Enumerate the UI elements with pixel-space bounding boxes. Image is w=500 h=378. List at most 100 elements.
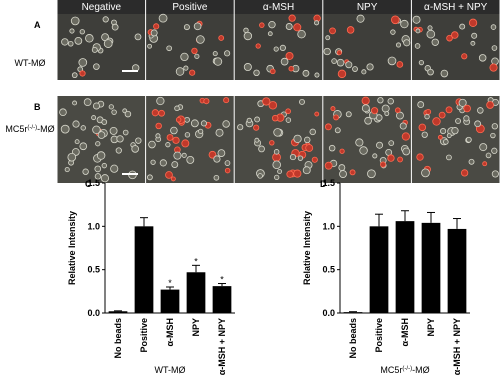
cell — [122, 129, 129, 136]
cell — [124, 110, 132, 118]
cell — [297, 155, 304, 161]
cell — [181, 152, 187, 158]
cell — [431, 38, 439, 46]
cell — [396, 111, 404, 120]
cell — [491, 45, 498, 51]
cell — [198, 128, 204, 134]
panel-letter: D — [320, 179, 327, 189]
cell — [334, 127, 341, 134]
cell — [69, 28, 75, 34]
header-bg — [234, 0, 323, 14]
y-axis-label: Relative Intensity — [302, 211, 312, 285]
cell — [100, 174, 109, 183]
cell — [166, 134, 174, 141]
cell — [293, 169, 302, 178]
cell — [267, 31, 273, 37]
cell — [491, 123, 498, 130]
cell — [150, 159, 156, 165]
cell — [427, 25, 433, 31]
cell — [401, 132, 410, 141]
cell — [461, 169, 469, 177]
cell — [237, 124, 244, 131]
micrograph — [323, 14, 411, 80]
column-header: α-MSH — [263, 2, 294, 13]
error-bar — [427, 211, 435, 223]
error-bar — [218, 283, 226, 287]
header-bg — [411, 0, 500, 14]
cell — [279, 44, 286, 52]
cell — [224, 167, 231, 174]
y-tick-label: 1.5 — [87, 178, 100, 188]
cell — [184, 132, 191, 138]
x-tick-label: Positive — [374, 318, 384, 353]
cell — [366, 63, 374, 71]
cell — [286, 170, 294, 178]
cell — [213, 174, 220, 181]
header-bg — [146, 0, 234, 14]
cell — [390, 29, 396, 35]
cell — [425, 108, 432, 115]
bar — [186, 272, 206, 313]
cell — [288, 14, 296, 22]
cell — [155, 133, 161, 139]
x-tick-label: NPY — [191, 318, 201, 337]
cell — [80, 125, 86, 131]
cell — [311, 156, 318, 163]
y-tick-label: 0.0 — [322, 308, 335, 318]
cell — [395, 42, 402, 48]
cell — [490, 24, 497, 30]
cell — [478, 54, 487, 62]
cell — [324, 161, 333, 170]
cell — [432, 117, 441, 126]
cell — [170, 176, 176, 182]
cell — [186, 155, 195, 164]
row-label-base: MC5r — [5, 124, 27, 134]
cell — [255, 43, 261, 49]
error-bar — [192, 264, 200, 273]
cell — [403, 39, 411, 47]
cell — [165, 142, 171, 148]
cell — [183, 24, 190, 31]
cell — [96, 151, 106, 160]
cell — [396, 61, 404, 68]
cell — [101, 119, 108, 125]
cell — [359, 146, 368, 155]
bar — [212, 286, 232, 313]
cell — [218, 35, 225, 41]
panel-letter: A — [34, 20, 41, 30]
cell — [155, 122, 162, 130]
cell — [490, 132, 496, 139]
cell — [95, 141, 101, 147]
significance-marker: * — [194, 256, 198, 266]
y-tick-label: 1.0 — [322, 221, 335, 231]
cell — [243, 31, 253, 41]
row-label-sup: (-/-) — [27, 125, 37, 131]
cell — [213, 155, 221, 163]
cell — [349, 169, 356, 176]
cell — [253, 69, 260, 77]
cell — [83, 98, 92, 107]
cell — [463, 104, 471, 113]
cell — [200, 120, 208, 127]
cell — [455, 118, 462, 125]
cell — [156, 96, 165, 106]
cell — [328, 144, 336, 152]
cell — [184, 116, 190, 123]
cell — [271, 114, 279, 122]
cell — [175, 117, 182, 123]
cell — [59, 108, 67, 116]
cell — [273, 46, 279, 52]
cell — [166, 45, 172, 52]
cell — [92, 125, 101, 135]
cell — [418, 59, 425, 66]
cell — [102, 16, 109, 23]
x-tick-label: Positive — [139, 318, 149, 353]
error-bar — [375, 213, 383, 227]
error-bar — [140, 217, 148, 227]
x-tick-label: α-MSH — [165, 318, 175, 347]
cell — [380, 161, 387, 168]
panel-letter: B — [34, 102, 41, 112]
cell — [103, 39, 113, 48]
cell — [482, 161, 488, 167]
row-label: WT-MØ — [15, 58, 46, 68]
